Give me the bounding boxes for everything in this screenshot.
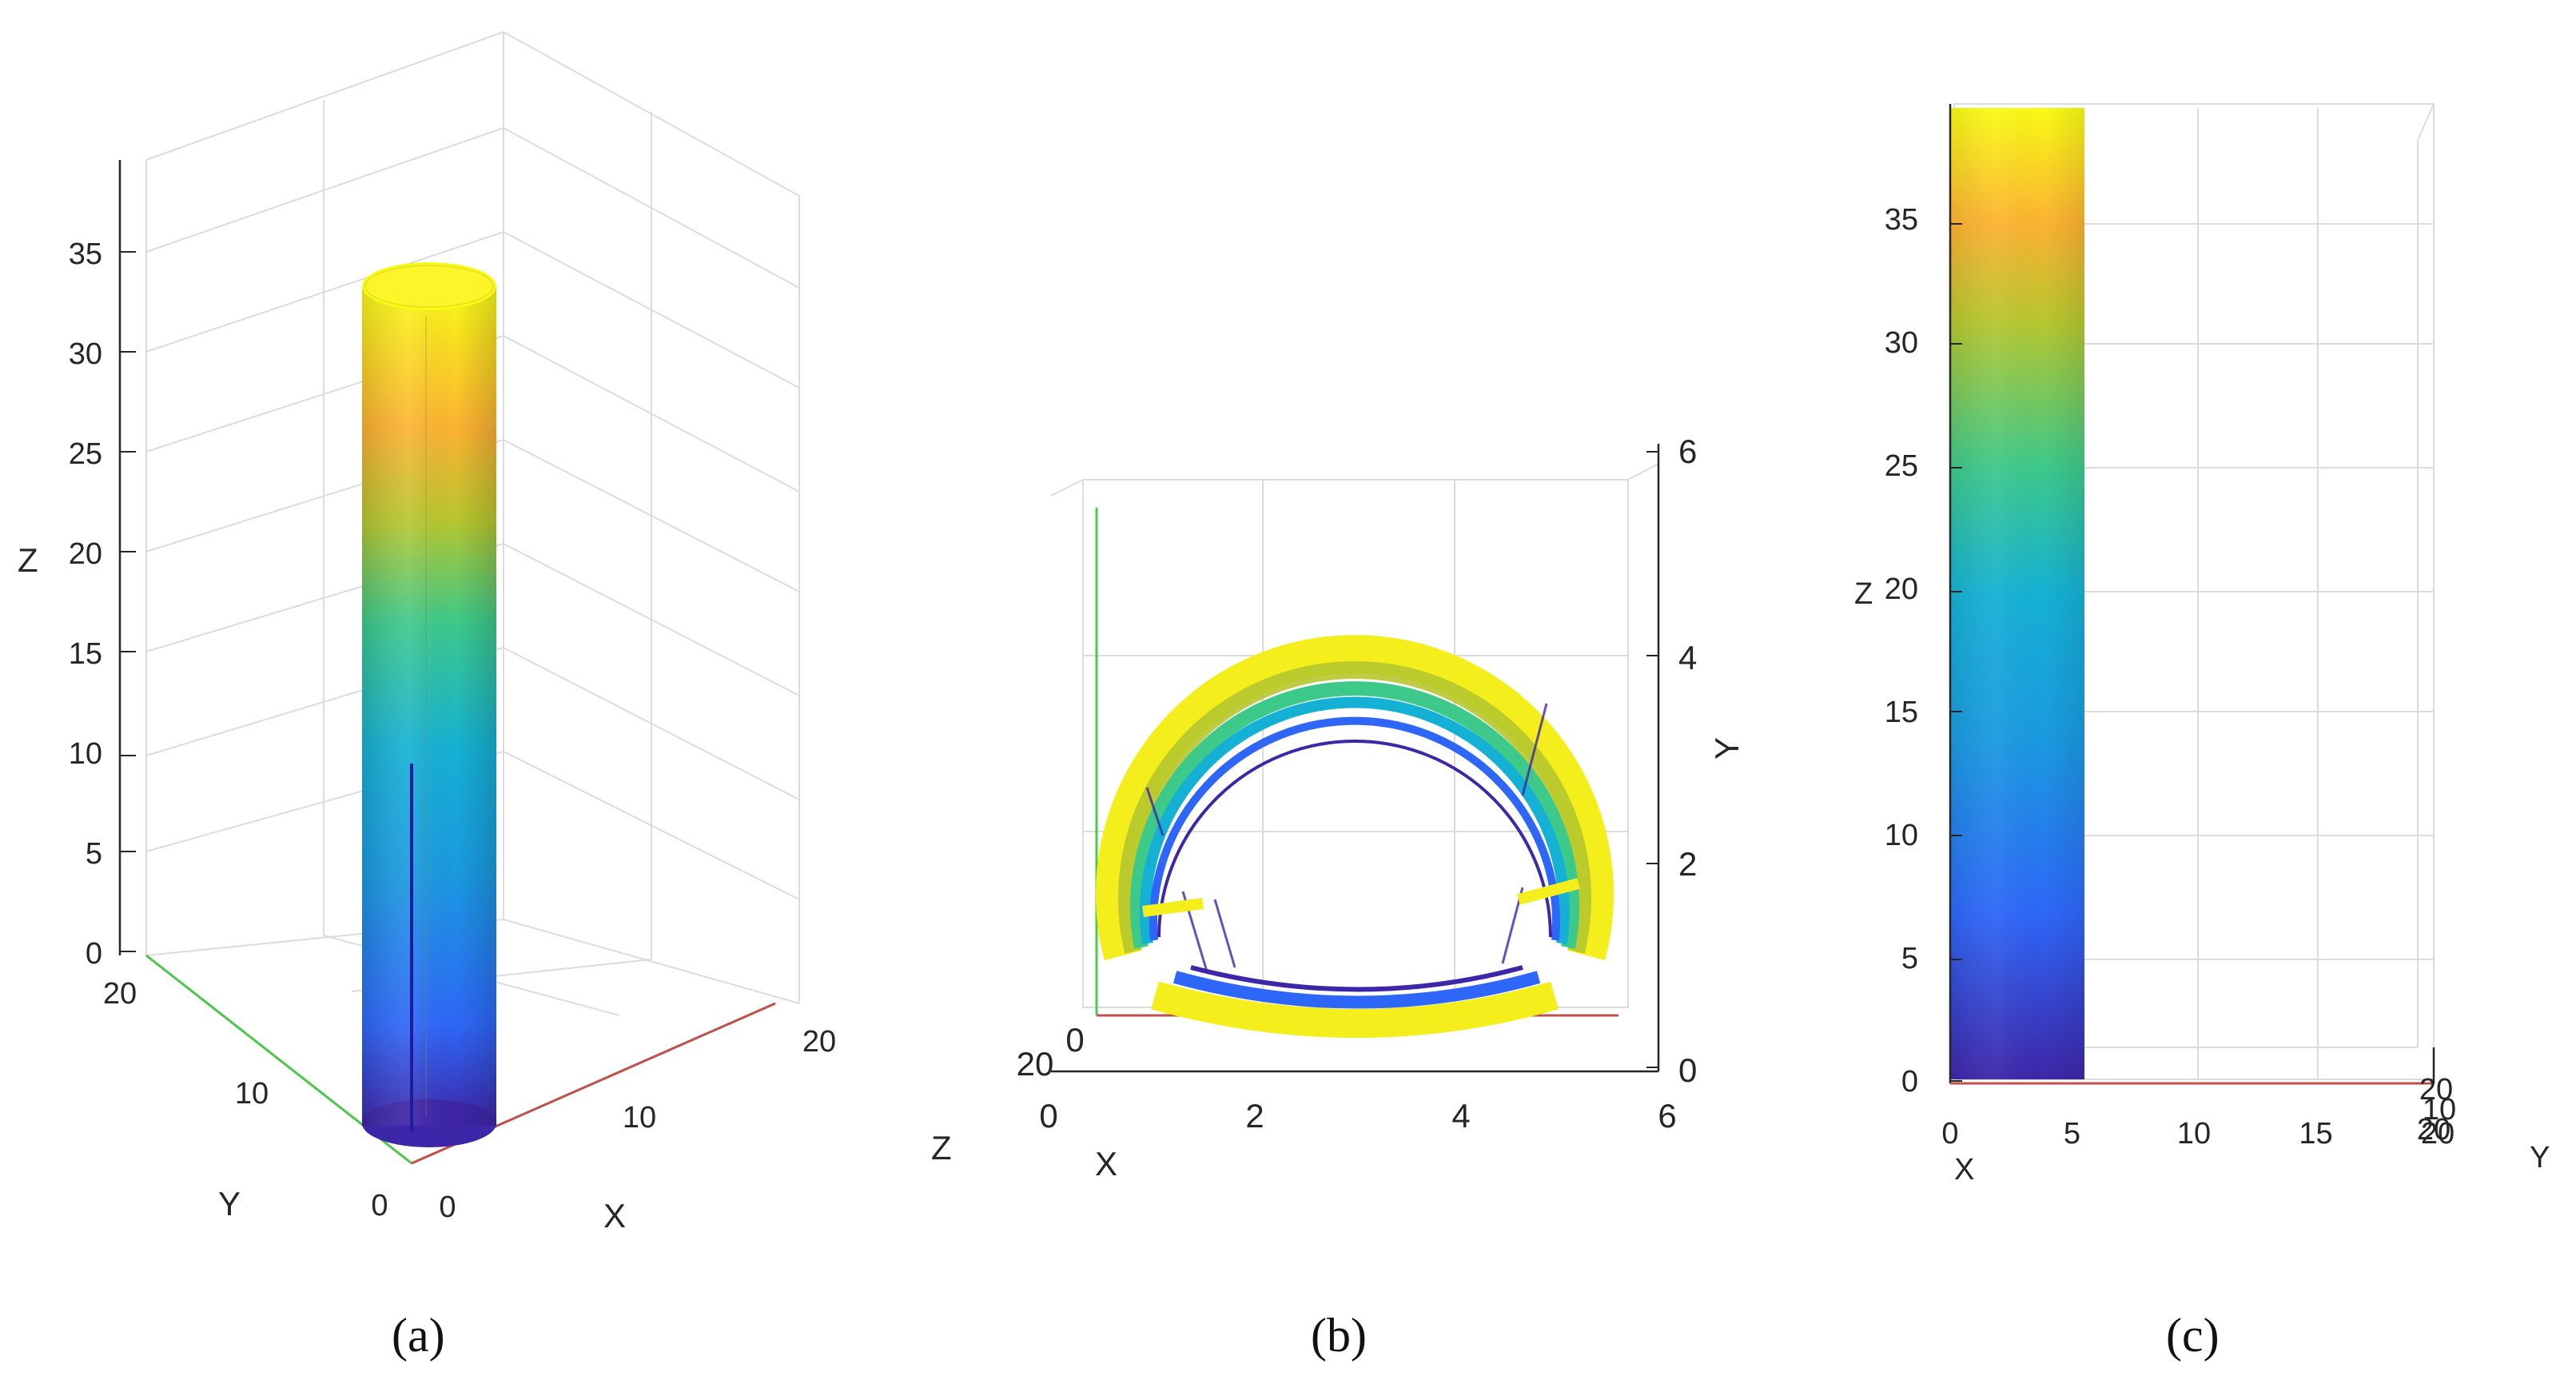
panel-b-z-axis-label: Z <box>931 1129 952 1167</box>
panel-label-c: (c) <box>2166 1309 2220 1362</box>
panel-c-x-tick-0: 0 <box>1941 1117 1958 1151</box>
panel-c-x-tick-2: 10 <box>2177 1117 2211 1151</box>
panel-a-z-tick-3: 15 <box>69 637 102 671</box>
panel-a-x-tick-labels: 0 10 20 <box>439 1025 836 1224</box>
panel-b-z-tick-1: 20 <box>1017 1045 1054 1083</box>
panel-c-x-tick-4: 20 <box>2421 1117 2455 1151</box>
panel-a-x-tick-0: 0 <box>439 1191 456 1224</box>
panel-a-z-ticks <box>120 251 136 952</box>
panel-c-z-tick-1: 5 <box>1901 942 1918 975</box>
panel-a-z-tick-2: 10 <box>69 737 102 771</box>
panel-c-z-axis-label: Z <box>1854 577 1873 611</box>
panel-b-y-tick-3: 6 <box>1678 433 1697 470</box>
panel-b-x-tick-2: 4 <box>1451 1097 1470 1135</box>
panel-a-y-tick-1: 10 <box>235 1077 269 1111</box>
panel-a-z-tick-5: 25 <box>69 437 102 471</box>
panel-c-y-tick-0: 20 <box>2419 1073 2453 1107</box>
panel-a-z-tick-7: 35 <box>69 237 102 271</box>
panel-b-z-tick-labels: 0 20 <box>1017 1021 1085 1083</box>
panel-c-z-tick-5: 25 <box>1885 449 1918 483</box>
panel-b-y-ticks <box>1646 451 1658 1068</box>
panel-a-x-axis-label: X <box>603 1197 626 1234</box>
panel-b-y-tick-labels: 0 2 4 6 <box>1678 433 1697 1089</box>
panel-c-y-tick-1: 10 <box>2423 1093 2456 1127</box>
panel-b-x-tick-1: 2 <box>1245 1097 1264 1135</box>
panel-a-y-tick-0: 0 <box>371 1189 388 1222</box>
panel-a-z-tick-1: 5 <box>86 837 102 871</box>
panel-c-y-tick-2: 20 <box>2417 1113 2451 1147</box>
panel-label-b: (b) <box>1311 1309 1367 1362</box>
panel-a-z-tick-0: 0 <box>86 937 102 971</box>
panel-b-x-tick-labels: 0 2 4 6 <box>1039 1097 1676 1135</box>
panel-a-y-axis-label: Y <box>218 1185 241 1222</box>
panel-a-z-tick-6: 30 <box>69 337 102 371</box>
panel-c-z-tick-4: 20 <box>1885 572 1918 606</box>
panel-a-x-tick-2: 20 <box>802 1025 836 1059</box>
panel-b-axes <box>1051 444 1660 1073</box>
panel-b-front-view: 0 2 4 6 0 2 4 6 0 20 Y X Z (b) <box>931 433 1746 1362</box>
panel-a-z-tick-labels: 0 5 10 15 20 25 30 35 <box>69 237 102 971</box>
panel-b-x-axis-label: X <box>1095 1145 1117 1183</box>
panel-c-axes <box>1949 104 2435 1083</box>
panel-a-y-tick-2: 20 <box>103 977 137 1011</box>
panel-b-x-tick-3: 6 <box>1658 1097 1676 1135</box>
panel-c-z-tick-7: 35 <box>1885 203 1918 237</box>
panel-a-y-tick-labels: 0 10 20 <box>103 977 388 1222</box>
panel-b-y-axis-label: Y <box>1708 737 1746 760</box>
panel-b-y-tick-0: 0 <box>1678 1051 1697 1089</box>
panel-c-x-axis-label: X <box>1954 1153 1974 1187</box>
panel-a-point-cloud <box>362 262 496 1147</box>
panel-a-x-tick-1: 10 <box>623 1101 656 1135</box>
panel-a-3d-view: 0 5 10 15 20 25 30 35 0 10 20 0 10 20 Z Y X (a) <box>18 31 836 1362</box>
panel-a-z-tick-4: 20 <box>69 537 102 571</box>
panel-c-y-axis-label: Y <box>2530 1141 2550 1175</box>
panel-label-a: (a) <box>392 1309 445 1362</box>
panel-c-z-tick-0: 0 <box>1901 1065 1918 1099</box>
panel-c-z-tick-labels: 0 5 10 15 20 25 30 35 <box>1885 203 1918 1099</box>
panel-a-z-axis-label: Z <box>18 541 38 579</box>
panel-c-point-cloud <box>1950 108 2084 1079</box>
panel-c-x-tick-1: 5 <box>2064 1117 2080 1151</box>
panel-b-y-tick-1: 2 <box>1678 845 1697 883</box>
panel-b-y-tick-2: 4 <box>1678 639 1697 676</box>
panel-b-z-tick-0: 0 <box>1065 1021 1084 1059</box>
panel-b-point-cloud <box>1096 635 1614 1038</box>
panel-c-z-tick-3: 15 <box>1885 696 1918 729</box>
panel-c-x-tick-labels: 0 5 10 15 20 <box>1941 1117 2455 1151</box>
panel-c-x-tick-3: 15 <box>2299 1117 2332 1151</box>
panel-b-x-tick-0: 0 <box>1039 1097 1057 1135</box>
panel-c-z-tick-6: 30 <box>1885 326 1918 360</box>
panel-c-z-tick-2: 10 <box>1885 819 1918 852</box>
